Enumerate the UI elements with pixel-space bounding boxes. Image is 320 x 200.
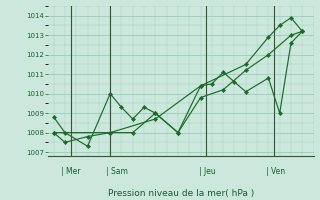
Text: | Ven: | Ven — [266, 167, 285, 176]
Text: | Jeu: | Jeu — [199, 167, 216, 176]
Text: | Sam: | Sam — [107, 167, 128, 176]
Text: | Mer: | Mer — [61, 167, 81, 176]
Text: Pression niveau de la mer( hPa ): Pression niveau de la mer( hPa ) — [108, 189, 254, 198]
